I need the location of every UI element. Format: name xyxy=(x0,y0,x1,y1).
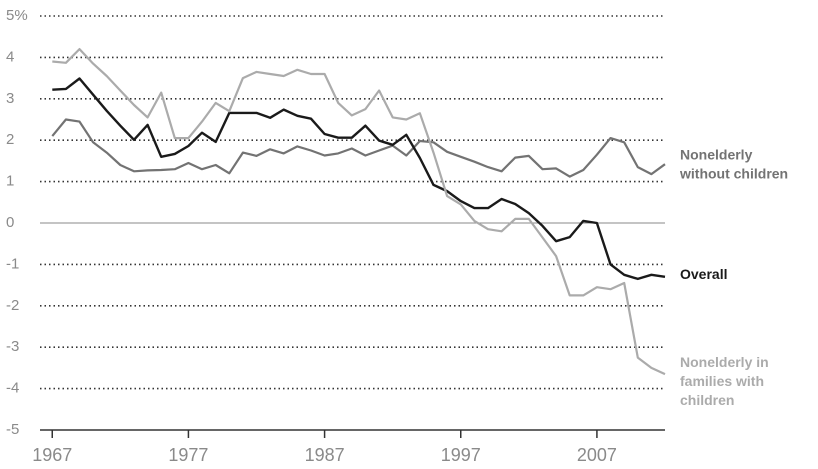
y-tick-label: -3 xyxy=(6,338,19,355)
y-tick-label: 2 xyxy=(6,131,14,148)
y-tick-label: 4 xyxy=(6,48,14,65)
y-tick-label: 1 xyxy=(6,173,14,190)
legend-label-line: families with xyxy=(680,373,764,389)
y-tick-label: 3 xyxy=(6,90,14,107)
y-tick-label: 0 xyxy=(6,214,14,231)
y-tick-label: 5% xyxy=(6,7,28,24)
legend-label: Nonelderly in families with children xyxy=(680,354,769,408)
legend-label-line: Nonelderly xyxy=(680,146,753,162)
x-tick-label: 1977 xyxy=(168,445,208,465)
legend-label: Overall xyxy=(680,266,727,282)
legend-label-line: Overall xyxy=(680,266,727,282)
x-tick-label: 1967 xyxy=(32,445,72,465)
y-tick-label: -2 xyxy=(6,297,19,314)
legend-label-line: Nonelderly in xyxy=(680,354,769,370)
legend-label-line: without children xyxy=(679,165,788,181)
legend-label: Nonelderly without children xyxy=(679,146,788,181)
y-tick-label: -1 xyxy=(6,255,19,272)
series-line xyxy=(52,77,666,281)
x-tick-label: 2007 xyxy=(577,445,617,465)
x-tick-label: 1987 xyxy=(305,445,345,465)
legend-label-line: children xyxy=(680,392,734,408)
y-tick-label: -4 xyxy=(6,380,19,397)
series-line xyxy=(52,47,666,376)
series-line xyxy=(51,118,666,178)
y-tick-label: -5 xyxy=(6,421,19,438)
x-tick-label: 1997 xyxy=(441,445,481,465)
